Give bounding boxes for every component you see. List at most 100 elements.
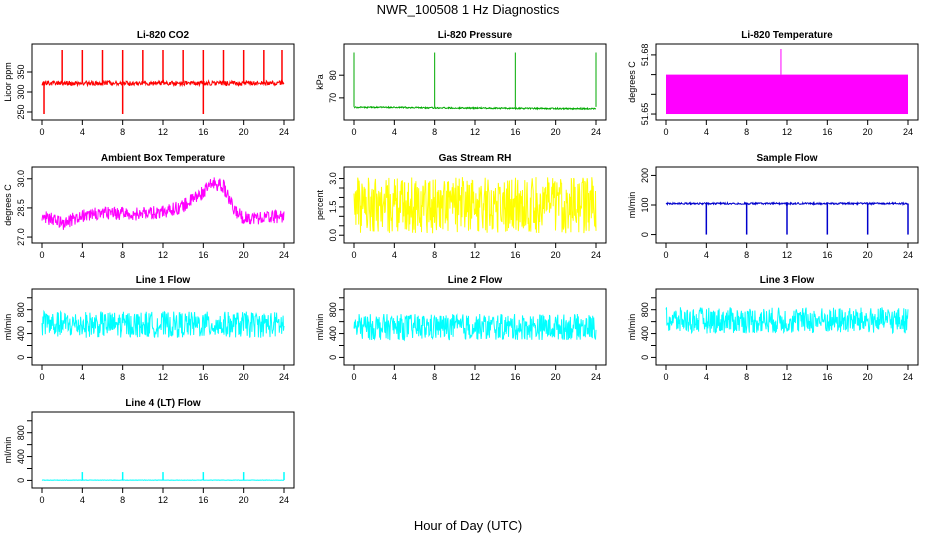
x-tick-label: 20 — [551, 372, 561, 382]
x-tick-label: 20 — [239, 127, 249, 137]
chart-title: Line 1 Flow — [136, 275, 191, 286]
x-tick-label: 24 — [279, 495, 289, 505]
x-tick-label: 0 — [351, 127, 356, 137]
x-tick-label: 16 — [510, 127, 520, 137]
y-tick-label: 30.0 — [16, 170, 26, 188]
y-axis-label: ml/min — [627, 314, 637, 341]
x-tick-label: 12 — [470, 127, 480, 137]
x-tick-label: 12 — [158, 250, 168, 260]
x-tick-label: 24 — [591, 250, 601, 260]
x-tick-label: 24 — [279, 250, 289, 260]
y-axis-label: degrees C — [627, 61, 637, 103]
data-line — [41, 177, 285, 230]
y-tick-label: 0 — [16, 478, 26, 483]
chart-title: Line 4 (LT) Flow — [125, 398, 201, 409]
x-tick-label: 24 — [903, 127, 913, 137]
data-band — [666, 74, 908, 115]
x-tick-label: 16 — [198, 495, 208, 505]
y-tick-label: 0.0 — [328, 229, 338, 242]
chart-title: Line 3 Flow — [760, 275, 815, 286]
y-axis-label: ml/min — [315, 314, 325, 341]
x-tick-label: 0 — [351, 250, 356, 260]
chart-panel-1: Li-820 CO2 Licor ppm 0 4 8 12 16 20 24 250 300 350 — [3, 30, 295, 137]
data-group — [353, 52, 597, 111]
x-tick-label: 20 — [239, 495, 249, 505]
x-tick-label: 4 — [704, 127, 709, 137]
chart-title: Ambient Box Temperature — [101, 153, 226, 164]
chart-panel-9: Line 3 Flow ml/min 0 4 8 12 16 20 24 0 400 800 — [627, 275, 919, 382]
chart-title: Li-820 Temperature — [741, 30, 833, 41]
x-tick-label: 12 — [782, 250, 792, 260]
chart-panel-10: Line 4 (LT) Flow ml/min 0 4 8 12 16 20 24 0 400 800 — [3, 398, 295, 505]
y-tick-label: 400 — [328, 326, 338, 341]
data-line — [353, 105, 597, 111]
y-tick-label: 0 — [640, 232, 650, 237]
x-tick-label: 16 — [198, 127, 208, 137]
x-tick-label: 8 — [432, 127, 437, 137]
y-tick-label: 100 — [640, 197, 650, 212]
chart-title: Gas Stream RH — [439, 153, 512, 164]
x-tick-label: 8 — [432, 372, 437, 382]
data-group — [666, 48, 908, 115]
x-tick-label: 4 — [80, 250, 85, 260]
x-tick-label: 4 — [392, 250, 397, 260]
x-tick-label: 20 — [239, 372, 249, 382]
y-tick-label: 300 — [16, 84, 26, 99]
x-tick-label: 4 — [704, 250, 709, 260]
data-line — [353, 313, 597, 342]
x-tick-label: 16 — [510, 372, 520, 382]
y-tick-label: 27.0 — [16, 228, 26, 246]
x-tick-label: 16 — [822, 372, 832, 382]
chart-title: Sample Flow — [756, 153, 817, 164]
x-tick-label: 20 — [863, 372, 873, 382]
y-axis-label: ml/min — [3, 437, 13, 464]
y-tick-label: 200 — [640, 168, 650, 183]
data-group — [41, 177, 285, 230]
y-tick-label: 350 — [16, 64, 26, 79]
x-tick-label: 12 — [470, 372, 480, 382]
x-tick-label: 20 — [551, 250, 561, 260]
y-axis-label: ml/min — [3, 314, 13, 341]
x-tick-label: 0 — [663, 250, 668, 260]
x-tick-label: 12 — [782, 372, 792, 382]
chart-title: Li-820 Pressure — [438, 30, 513, 41]
chart-panel-8: Line 2 Flow ml/min 0 4 8 12 16 20 24 0 400 800 — [315, 275, 607, 382]
x-axis-caption: Hour of Day (UTC) — [413, 518, 523, 533]
y-tick-label: 80 — [328, 70, 338, 80]
chart-panel-6: Sample Flow ml/min 0 4 8 12 16 20 24 0 100 200 — [627, 153, 919, 260]
y-tick-label: 250 — [16, 104, 26, 119]
page-title: NWR_100508 1 Hz Diagnostics — [376, 2, 560, 17]
y-tick-label: 3.0 — [328, 172, 338, 185]
data-line — [353, 177, 597, 234]
x-tick-label: 24 — [279, 127, 289, 137]
data-group — [353, 177, 597, 234]
chart-panel-7: Line 1 Flow ml/min 0 4 8 12 16 20 24 0 400 800 — [3, 275, 295, 382]
x-tick-label: 8 — [744, 127, 749, 137]
data-group — [665, 307, 909, 335]
y-tick-label: 400 — [640, 326, 650, 341]
x-tick-label: 4 — [392, 372, 397, 382]
chart-panel-2: Li-820 Pressure kPa 0 4 8 12 16 20 24 70 80 — [315, 30, 607, 137]
x-tick-label: 12 — [158, 495, 168, 505]
x-tick-label: 24 — [591, 372, 601, 382]
x-tick-label: 24 — [279, 372, 289, 382]
x-tick-label: 16 — [510, 250, 520, 260]
x-tick-label: 20 — [863, 250, 873, 260]
x-tick-label: 8 — [744, 372, 749, 382]
x-tick-label: 0 — [39, 250, 44, 260]
x-tick-label: 20 — [239, 250, 249, 260]
x-tick-label: 12 — [158, 372, 168, 382]
x-tick-label: 0 — [351, 372, 356, 382]
x-tick-label: 24 — [903, 250, 913, 260]
x-tick-label: 16 — [198, 250, 208, 260]
y-tick-label: 400 — [16, 449, 26, 464]
x-tick-label: 0 — [39, 495, 44, 505]
y-tick-label: 800 — [16, 302, 26, 317]
x-tick-label: 4 — [80, 372, 85, 382]
y-tick-label: 0 — [16, 355, 26, 360]
x-tick-label: 12 — [470, 250, 480, 260]
data-line — [665, 200, 909, 207]
chart-panel-5: Gas Stream RH percent 0 4 8 12 16 20 24 0.0 1.5 3.0 — [315, 153, 607, 260]
x-tick-label: 24 — [591, 127, 601, 137]
